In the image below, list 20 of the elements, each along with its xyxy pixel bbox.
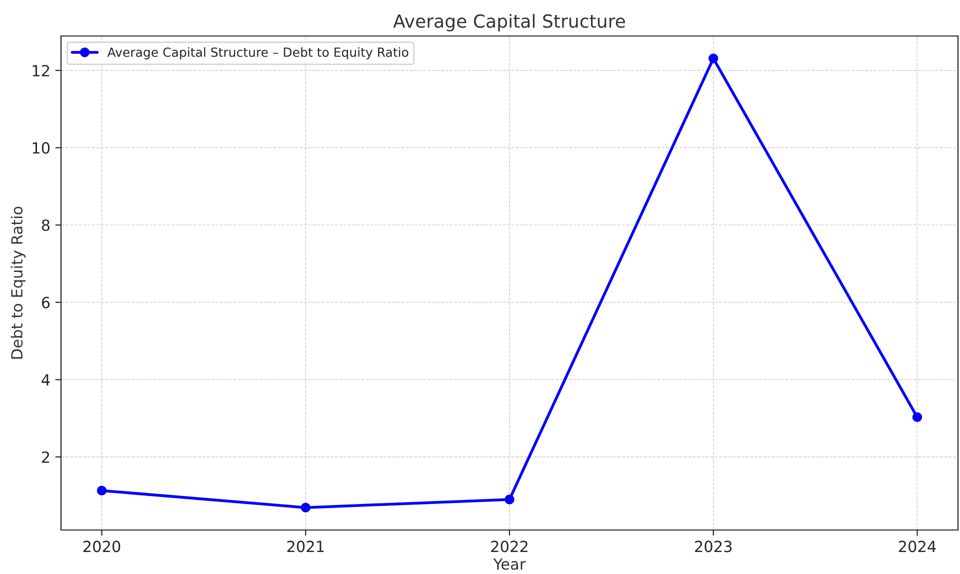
x-tick-label: 2024 xyxy=(898,540,936,552)
point xyxy=(96,486,107,496)
chart-title: Average Capital Structure xyxy=(393,14,625,32)
x-tick-label: 2020 xyxy=(83,540,120,552)
point xyxy=(912,412,922,422)
y-tick-label: 12 xyxy=(32,64,50,76)
y-tick-label: 4 xyxy=(42,374,50,386)
legend-label: Average Capital Structure – Debt to Equity Ratio xyxy=(107,47,408,60)
x-tick-label: 2022 xyxy=(491,540,528,552)
y-tick-label: 10 xyxy=(32,142,50,154)
x-tick-label: 2021 xyxy=(287,540,324,552)
y-tick-label: 6 xyxy=(42,296,50,308)
x-axis-title: Year xyxy=(493,558,526,570)
y-tick-label: 2 xyxy=(42,451,50,463)
x-tick-label: 2023 xyxy=(695,540,732,552)
y-axis-title: Debt to Equity Ratio xyxy=(10,206,26,359)
point xyxy=(504,494,514,504)
point xyxy=(300,502,310,512)
point xyxy=(708,54,718,64)
y-tick-label: 8 xyxy=(42,219,50,232)
